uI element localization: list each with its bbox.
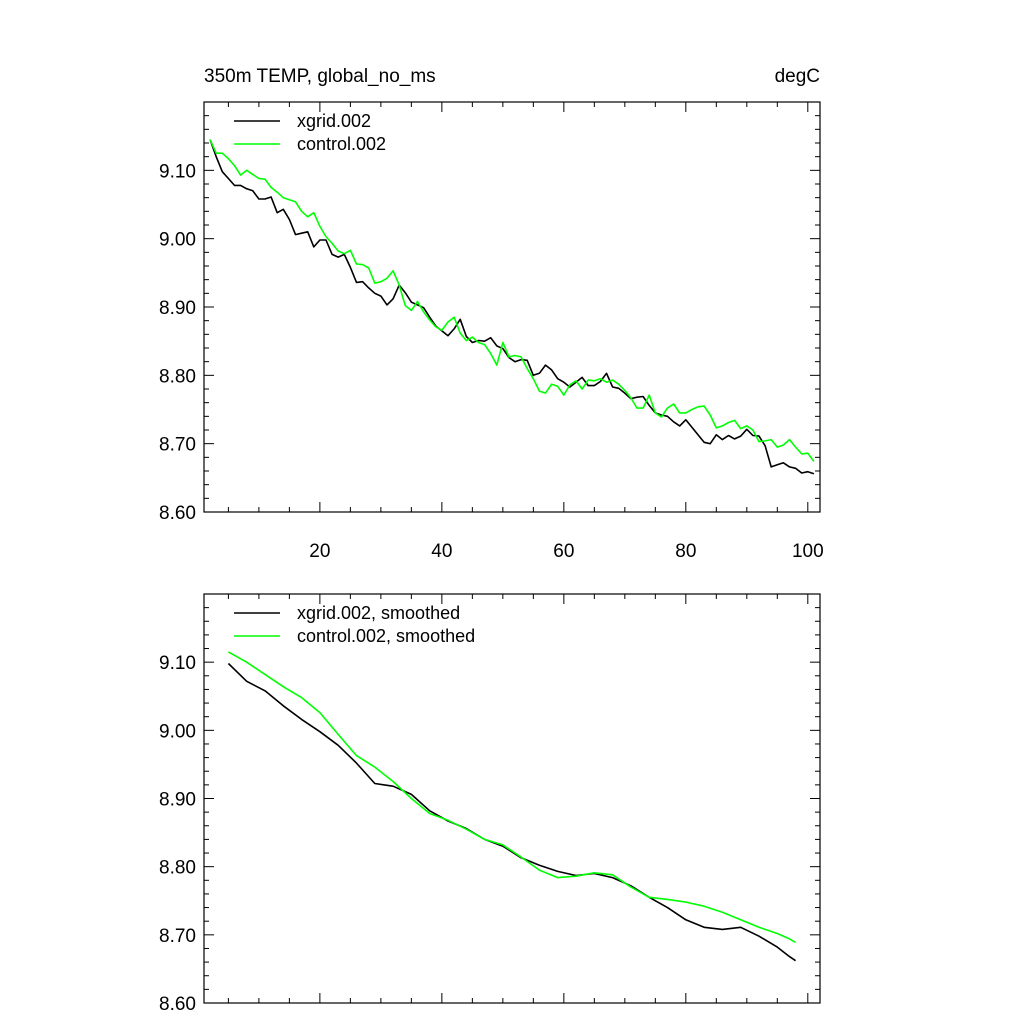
legend: xgrid.002, smoothed control.002, smoothed	[234, 603, 475, 646]
y-tick-label: 9.00	[159, 230, 196, 251]
y-tick-label: 8.90	[159, 790, 196, 811]
y-tick-label: 9.10	[159, 161, 196, 182]
y-tick-label: 9.10	[159, 653, 196, 674]
y-tick-label: 8.80	[159, 366, 196, 387]
plot-frame	[203, 593, 821, 1004]
x-tick-label: 60	[553, 541, 574, 562]
legend: xgrid.002 control.002	[234, 111, 386, 154]
x-tick-label: 40	[431, 541, 452, 562]
series-line-xgrid	[209, 139, 815, 475]
y-tick-label: 8.60	[159, 503, 196, 524]
chart-title-left: 350m TEMP, global_no_ms	[204, 66, 436, 87]
legend-label: xgrid.002	[297, 111, 371, 131]
plot-frame	[203, 101, 821, 513]
y-tick-label: 8.60	[159, 994, 196, 1015]
y-tick-label: 8.70	[159, 435, 196, 456]
y-tick-label: 8.80	[159, 858, 196, 879]
legend-label: control.002, smoothed	[297, 626, 475, 646]
y-tick-label: 8.90	[159, 298, 196, 319]
chart-title-right-units: degC	[775, 66, 820, 87]
y-tick-label: 8.70	[159, 926, 196, 947]
top-chart: 350m TEMP, global_no_ms degC 8.60 8.70 8.8…	[159, 66, 824, 562]
series-line-control	[209, 139, 815, 462]
bottom-chart: 8.60 8.70 8.80 8.90 9.00 9.10 xgrid.002, smoot…	[159, 593, 821, 1015]
y-tick-label: 9.00	[159, 721, 196, 742]
x-tick-label: 20	[309, 541, 330, 562]
x-tick-label: 80	[675, 541, 696, 562]
x-tick-label: 100	[792, 541, 824, 562]
series-line-control	[228, 651, 796, 943]
legend-label: xgrid.002, smoothed	[297, 603, 460, 623]
legend-label: control.002	[297, 134, 386, 154]
